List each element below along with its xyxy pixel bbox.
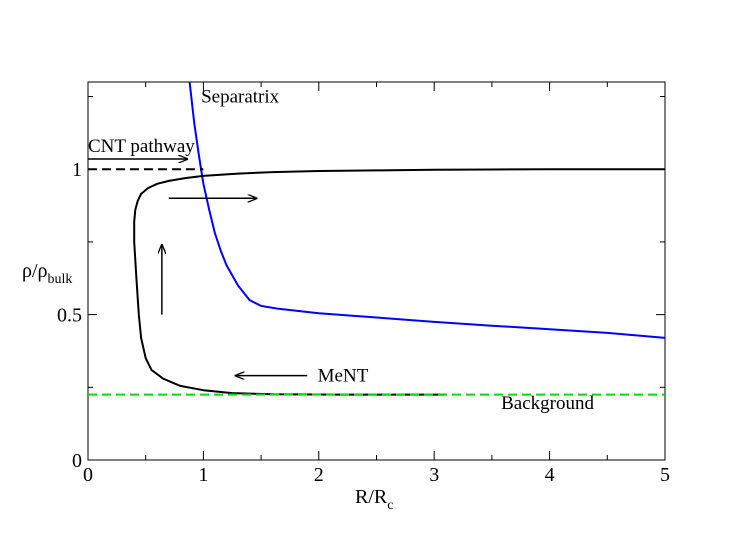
- x-axis-title: R/Rc: [355, 486, 393, 513]
- y-tick-label: 0: [72, 450, 82, 472]
- tick-labels: 0 1 2 3 4 5 0 0.5 1: [57, 159, 670, 486]
- y-axis-title: ρ/ρbulk: [22, 260, 72, 287]
- arrow-layer: [88, 159, 308, 376]
- series-separatrix: [188, 82, 665, 339]
- x-tick-label: 3: [429, 464, 439, 486]
- label-ment: MeNT: [318, 365, 369, 386]
- x-tick-label: 4: [545, 464, 555, 486]
- y-tick-label: 0.5: [57, 305, 82, 327]
- x-tick-label: 1: [198, 464, 208, 486]
- x-tick-label: 5: [660, 464, 670, 486]
- x-tick-label: 0: [83, 464, 93, 486]
- x-tick-label: 2: [314, 464, 324, 486]
- label-separatrix: Separatrix: [201, 86, 280, 107]
- label-background: Background: [501, 393, 594, 414]
- label-cnt-pathway: CNT pathway: [88, 136, 195, 157]
- series-ment-pathway: [133, 168, 665, 396]
- tick-marks: [87, 82, 666, 461]
- series-layer: [88, 82, 665, 396]
- y-tick-label: 1: [72, 159, 82, 181]
- annotation-layer: Separatrix CNT pathway MeNT Background: [88, 86, 594, 414]
